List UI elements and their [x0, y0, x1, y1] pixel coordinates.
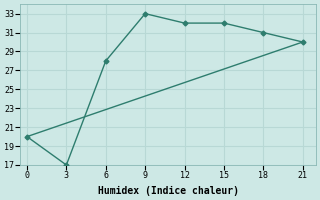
X-axis label: Humidex (Indice chaleur): Humidex (Indice chaleur) [98, 186, 239, 196]
